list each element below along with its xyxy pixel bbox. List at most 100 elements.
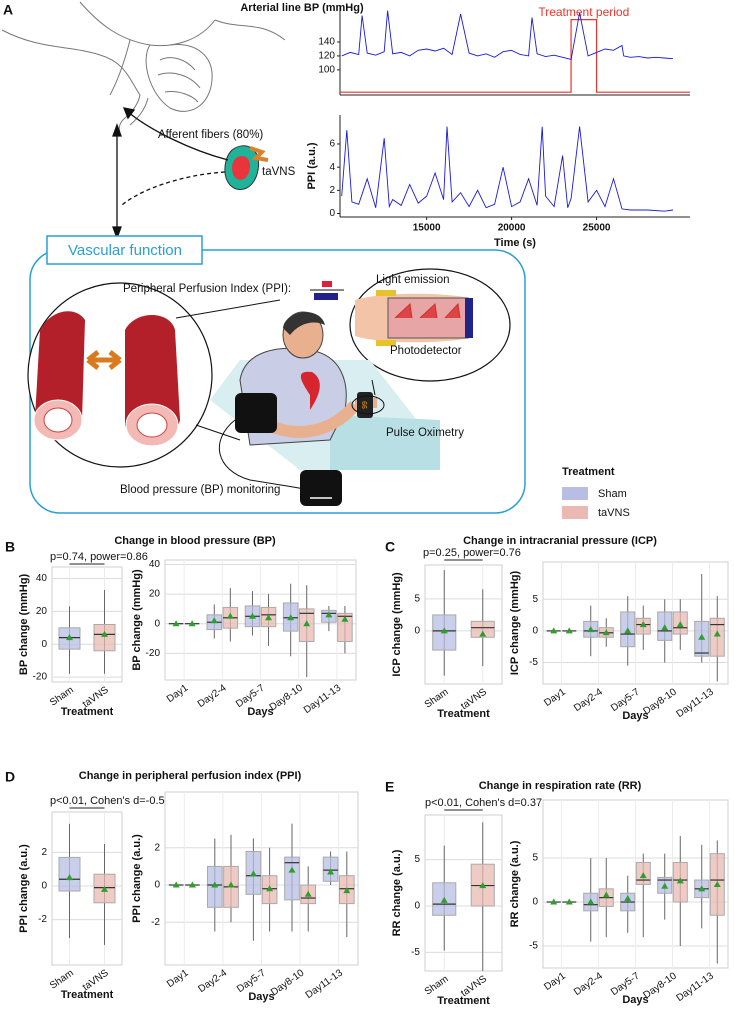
patient-drawing [175, 299, 440, 506]
y-tick-label: 0 [41, 639, 47, 650]
y-tick-label: 40 [36, 573, 48, 584]
panel-title: Change in peripheral perfusion index (PP… [79, 770, 302, 782]
x-axis-label: Treatment [437, 995, 490, 1007]
stat-annotation: p<0.01, Cohen's d=0.37 [425, 797, 542, 809]
x-axis-label: Days [247, 706, 273, 718]
x-tick-label: Day11-13 [675, 970, 717, 1004]
x-tick-label: Day2-4 [572, 686, 605, 714]
mean-marker [713, 630, 721, 637]
brain-drawing [1, 1, 286, 133]
mean-marker [479, 882, 487, 889]
y-axis-label: PPI (a.u.) [306, 142, 318, 189]
trace-line [341, 126, 674, 212]
y-axis-label: ICP change (mmHg) [509, 571, 521, 676]
mean-marker [101, 885, 108, 892]
y-tick-label: 0 [414, 626, 420, 637]
y-tick-label: 0 [41, 881, 47, 892]
y-tick-label: 140 [318, 37, 335, 48]
box [470, 620, 495, 638]
treatment-period [340, 19, 690, 93]
light-emission-label: Light emission [376, 274, 450, 286]
y-axis-label: BP change (mmHg) [18, 574, 30, 676]
mean-marker [565, 627, 573, 634]
mean-marker [327, 868, 335, 875]
x-tick-label: 20000 [498, 223, 526, 234]
panel-label: A [3, 2, 13, 18]
y-axis-label: PPI change (a.u.) [18, 844, 30, 933]
y-tick-label: 0 [154, 880, 160, 891]
mean-marker [639, 872, 647, 879]
panel-label: E [385, 779, 394, 795]
x-axis-label: Days [622, 994, 648, 1006]
mean-marker [288, 866, 296, 873]
y-tick-label: 20 [149, 589, 161, 600]
mean-marker [172, 881, 180, 888]
y-tick-label: 4 [329, 162, 335, 173]
y-tick-label: -5 [411, 947, 420, 958]
mean-marker [602, 891, 610, 898]
y-tick-label: 5 [414, 594, 420, 605]
y-tick-label: -5 [529, 657, 538, 668]
box [337, 612, 353, 642]
legend-label: Sham [598, 488, 627, 500]
y-tick-label: 2 [41, 847, 47, 858]
mean-marker [624, 895, 632, 902]
x-tick-label: Day1 [542, 686, 568, 709]
mean-marker [624, 627, 632, 634]
mean-marker [66, 874, 73, 881]
mean-marker [440, 896, 448, 903]
y-tick-label: 2 [154, 842, 160, 853]
mean-marker [287, 614, 295, 621]
x-axis-label: Treatment [61, 706, 114, 718]
y-tick-label: 0 [532, 626, 538, 637]
legend-label: taVNS [598, 507, 630, 519]
mean-marker [226, 612, 234, 619]
mean-marker [713, 880, 721, 887]
legend-swatch [562, 487, 588, 500]
x-tick-label: Day1 [165, 682, 191, 705]
y-tick-label: 0 [154, 618, 160, 629]
box [709, 617, 725, 657]
y-tick-label: 2 [329, 185, 335, 196]
mean-marker [265, 614, 273, 621]
mean-marker [440, 627, 448, 634]
y-tick-label: -5 [529, 941, 538, 952]
panel-title: Change in blood pressure (BP) [114, 535, 276, 547]
y-tick-label: 20 [36, 606, 48, 617]
x-axis-label: Treatment [437, 708, 490, 720]
y-axis-label: ICP change (mmHg) [391, 572, 403, 677]
mean-marker [343, 887, 351, 894]
ppi-ac-icon [322, 281, 332, 287]
afferent-label: Afferent fibers (80%) [158, 129, 263, 141]
y-tick-label: 120 [318, 51, 335, 62]
legend-swatch [562, 506, 588, 519]
tavns-label: taVNS [262, 166, 296, 178]
ppi-dc-icon [314, 293, 338, 300]
panel-label: B [5, 539, 15, 555]
mean-marker [66, 634, 73, 641]
box [93, 624, 116, 652]
mean-marker [249, 870, 257, 877]
x-axis-label: Treatment [61, 989, 114, 1001]
mean-marker [602, 629, 610, 636]
vascular-function-label: Vascular function [68, 242, 182, 259]
legend-title: Treatment [562, 466, 615, 478]
mean-marker [303, 620, 311, 627]
y-tick-label: -2 [38, 914, 47, 925]
chart-title: Arterial line BP (mmHg) [240, 2, 364, 14]
panel-label: D [5, 769, 15, 785]
panel-title: Change in intracranial pressure (ICP) [463, 535, 657, 547]
x-axis-label: Time (s) [494, 237, 536, 249]
x-tick-label: Day8-10 [269, 967, 307, 998]
mean-marker [550, 627, 558, 634]
mean-marker [227, 881, 235, 888]
mean-marker [676, 621, 684, 628]
ppi-label: Peripheral Perfusion Index (PPI): [123, 283, 291, 295]
photodetector-label: Photodetector [390, 345, 462, 357]
mean-marker [565, 898, 573, 905]
mean-marker [661, 624, 669, 631]
y-tick-label: -20 [146, 648, 161, 659]
x-tick-label: Day11-13 [304, 967, 346, 1001]
panel-title: Change in respiration rate (RR) [479, 780, 642, 792]
